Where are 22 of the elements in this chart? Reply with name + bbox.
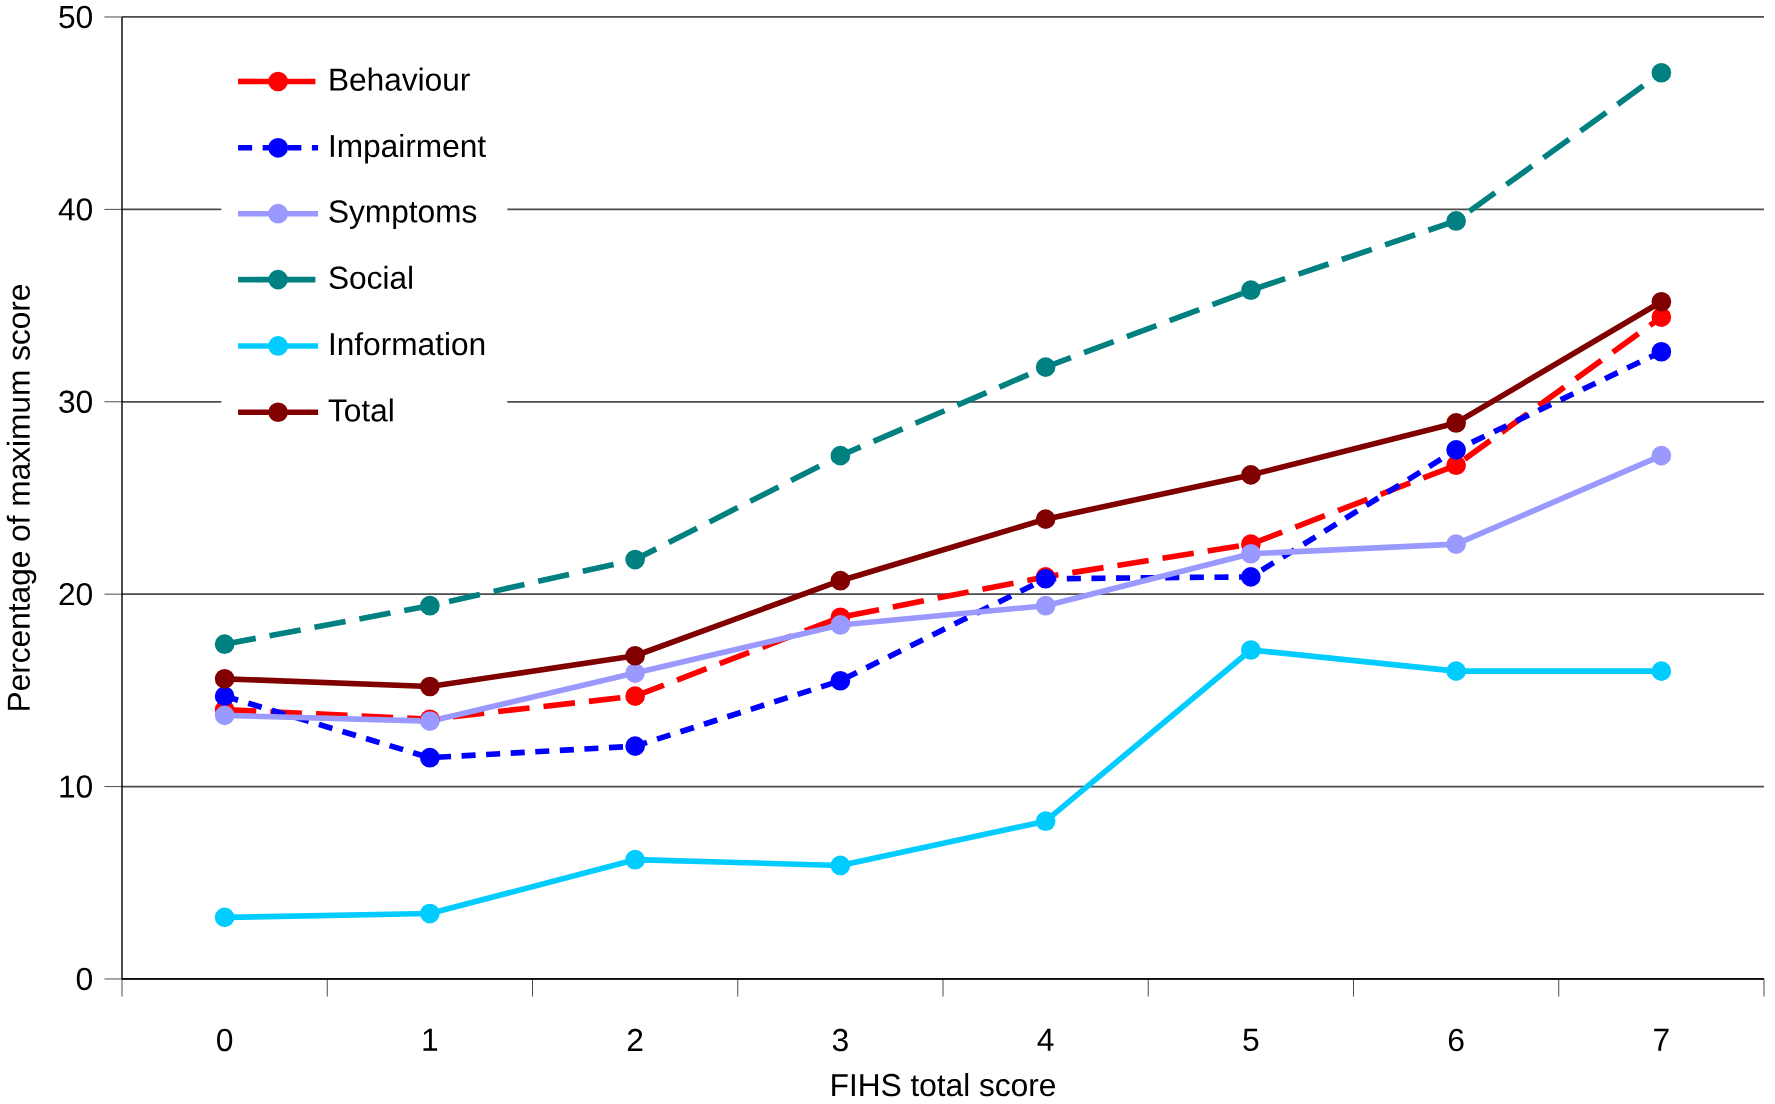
y-axis-title: Percentage of maximum score <box>6 284 37 710</box>
x-tick-label: 0 <box>217 1028 233 1052</box>
legend-label: Social <box>329 265 412 290</box>
legend-label: Behaviour <box>330 67 470 91</box>
y-tick-label: 40 <box>58 198 92 221</box>
legend-label: Total <box>328 398 393 422</box>
y-tick-label: 50 <box>59 5 92 29</box>
legend-label: Information <box>330 332 485 356</box>
x-tick-label: 1 <box>423 1028 438 1051</box>
x-tick-label: 5 <box>1243 1028 1259 1051</box>
x-tick-label: 4 <box>1037 1028 1054 1051</box>
legend-label: Symptoms <box>329 200 477 229</box>
x-tick-label: 7 <box>1654 1028 1669 1051</box>
x-tick-label: 2 <box>627 1028 643 1051</box>
x-axis-title: FIHS total score <box>832 1073 1055 1097</box>
x-tick-label: 3 <box>832 1028 848 1052</box>
x-tick-label: 6 <box>1448 1028 1464 1052</box>
y-tick-label: 10 <box>60 775 92 798</box>
y-tick-label: 30 <box>59 390 92 414</box>
y-tick-label: 0 <box>76 967 92 991</box>
y-tick-label: 20 <box>59 582 92 606</box>
legend-label: Impairment <box>330 133 486 164</box>
